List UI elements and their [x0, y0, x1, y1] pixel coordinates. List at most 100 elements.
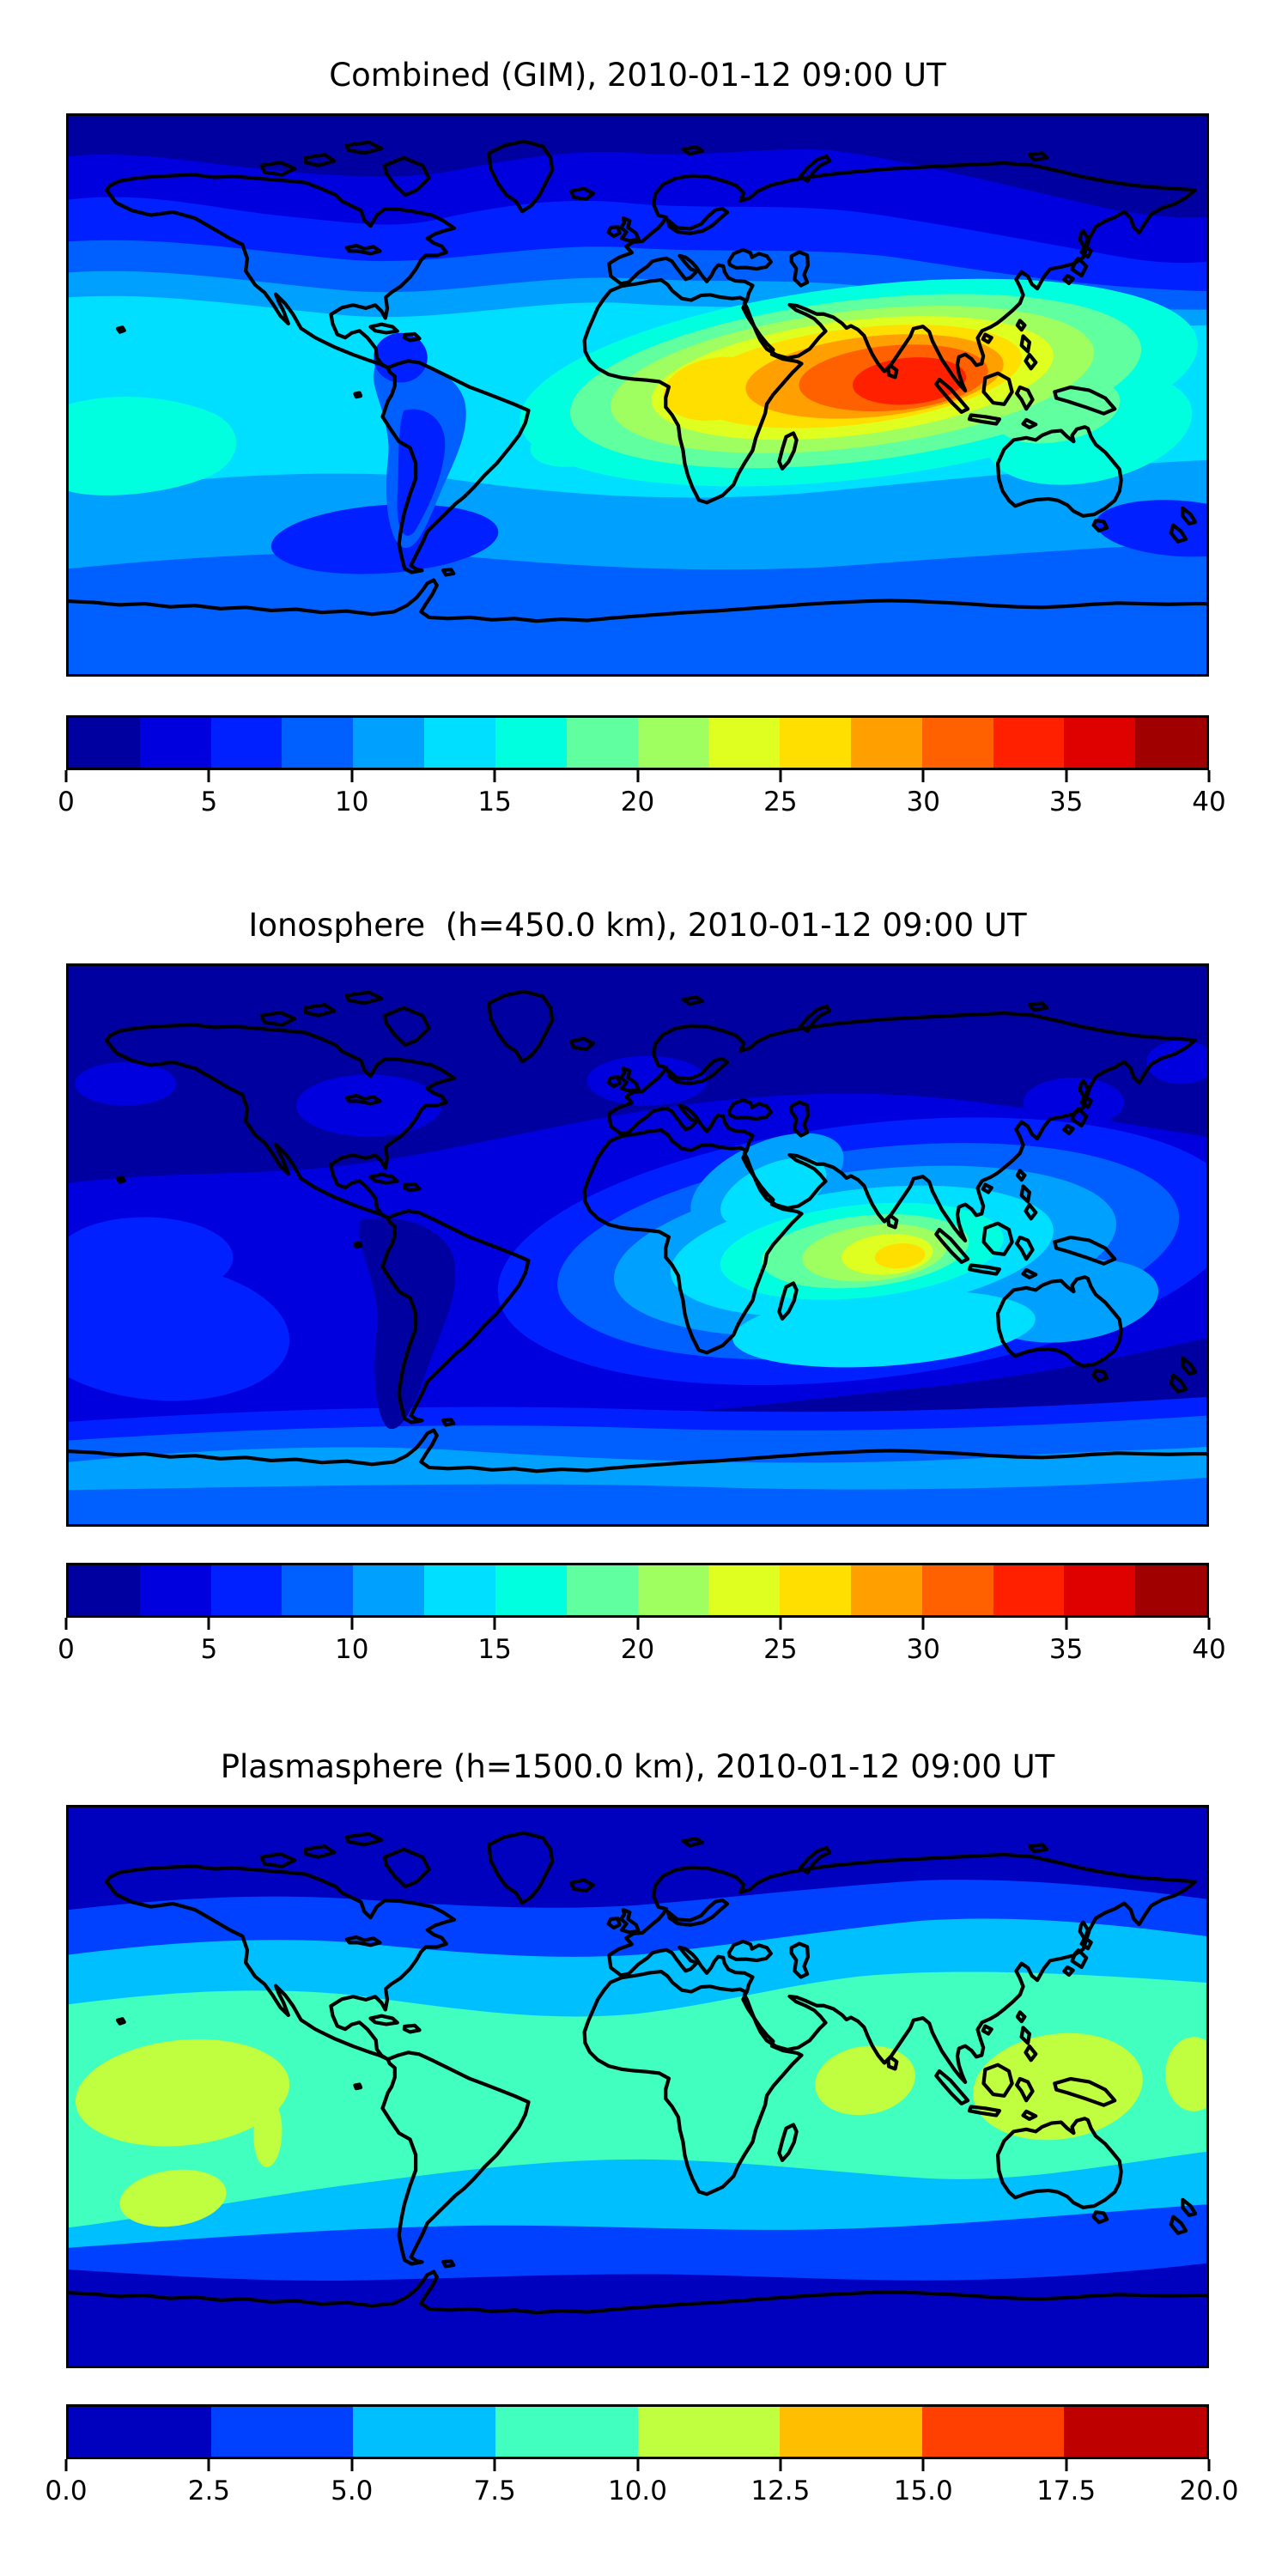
colorbar-tick-label: 20 [620, 1634, 655, 1665]
contour-field [69, 116, 1206, 674]
colorbar-segment [566, 718, 638, 768]
contour-band [1146, 1040, 1206, 1084]
colorbar-tick [350, 1618, 354, 1630]
colorbar-tick-label: 25 [763, 1634, 798, 1665]
contour-band [720, 1157, 827, 1227]
panel-combined-gim: Combined (GIM), 2010-01-12 09:00 UT [58, 57, 1226, 817]
contour-band [973, 2032, 1143, 2141]
colorbar-tick-label: 5.0 [331, 2476, 374, 2506]
map-combined-gim [66, 113, 1209, 677]
colorbar-segment [850, 1565, 922, 1615]
colorbar-band [66, 1563, 1209, 1618]
colorbar-tick [1207, 2459, 1211, 2471]
contour-band [397, 409, 446, 536]
colorbar-tick [636, 2459, 639, 2471]
map-svg [69, 966, 1206, 1524]
colorbar-tick-label: 15.0 [893, 2476, 953, 2506]
map-plasmasphere [66, 1805, 1209, 2368]
colorbar-combined: 0 5 10 15 20 25 30 35 40 [58, 715, 1226, 821]
colorbar-segment [495, 2407, 638, 2457]
colorbar-tick-label: 5 [200, 787, 218, 817]
colorbar-segment [353, 2407, 495, 2457]
colorbar-ticks [64, 770, 1211, 783]
colorbar-tick-label: 35 [1048, 787, 1084, 817]
colorbar-tick [1065, 770, 1068, 782]
colorbar-tick-label: 0 [58, 787, 75, 817]
colorbar-segment [921, 718, 993, 768]
colorbar-tick-label: 2.5 [187, 2476, 231, 2506]
colorbar-band [66, 2404, 1209, 2459]
contour-band [270, 504, 499, 574]
colorbar-segment [69, 718, 140, 768]
colorbar-tick-label: 35 [1048, 1634, 1084, 1665]
contour-band [69, 1217, 234, 1298]
colorbar-labels: 0.0 2.5 5.0 7.5 10.0 12.5 15.0 17.5 20.0 [45, 2476, 1238, 2510]
contour-band [874, 1243, 926, 1269]
colorbar-segment [69, 1565, 140, 1615]
colorbar-tick [636, 770, 639, 782]
colorbar-segment [1064, 1565, 1136, 1615]
contour-band [69, 1262, 290, 1401]
colorbar-tick [1065, 1618, 1068, 1630]
colorbar-tick [493, 1618, 496, 1630]
colorbar-tick [1207, 770, 1211, 782]
colorbar-tick-label: 0.0 [45, 2476, 88, 2506]
colorbar-segment [637, 2407, 781, 2457]
colorbar-ticks [64, 1618, 1211, 1631]
contour-band [75, 1061, 177, 1106]
colorbar-segment [210, 718, 283, 768]
colorbar-segment [139, 1565, 211, 1615]
panel-plasmasphere: Plasmasphere (h=1500.0 km), 2010-01-12 0… [45, 1748, 1238, 2506]
colorbar-tick-label: 15 [477, 1634, 512, 1665]
colorbar-plasmasphere: 0.0 2.5 5.0 7.5 10.0 12.5 15.0 17.5 20.0 [45, 2404, 1239, 2510]
map-ionosphere [66, 963, 1209, 1527]
colorbar-tick [207, 770, 210, 782]
colorbar-segment [282, 718, 354, 768]
contour-band [732, 1290, 1036, 1368]
colorbar-tick-label: 40 [1192, 1634, 1226, 1665]
contour-band [69, 542, 1206, 674]
contour-band [69, 1446, 1206, 1491]
contour-band [1165, 2037, 1206, 2111]
colorbar-tick [207, 1618, 210, 1630]
colorbar-tick [1207, 1618, 1211, 1630]
colorbar-tick [493, 2459, 496, 2471]
colorbar-segment [850, 718, 922, 768]
colorbar-segment [282, 1565, 354, 1615]
colorbar-tick-label: 40 [1192, 787, 1226, 817]
contour-band [69, 397, 237, 495]
colorbar-tick-label: 10 [335, 1634, 369, 1665]
panel-title: Ionosphere (h=450.0 km), 2010-01-12 09:0… [248, 907, 1027, 944]
colorbar-tick-label: 15 [477, 787, 512, 817]
map-svg [69, 116, 1206, 674]
contour-field [69, 1807, 1206, 2366]
colorbar-tick [921, 2459, 925, 2471]
colorbar-labels: 0 5 10 15 20 25 30 35 40 [58, 787, 1226, 821]
colorbar-tick [779, 2459, 782, 2471]
colorbar-segment [780, 2407, 922, 2457]
colorbar-segment [210, 1565, 283, 1615]
colorbar-tick [64, 2459, 68, 2471]
colorbar-segment [353, 718, 425, 768]
contour-band [296, 1074, 442, 1137]
colorbar-tick [493, 770, 496, 782]
colorbar-segment [780, 1565, 851, 1615]
colorbar-tick-label: 0 [58, 1634, 75, 1665]
colorbar-tick [779, 770, 782, 782]
colorbar-segment [1064, 718, 1136, 768]
colorbar-segment [495, 718, 567, 768]
panel-ionosphere: Ionosphere (h=450.0 km), 2010-01-12 09:0… [58, 907, 1226, 1665]
colorbar-segment [424, 1565, 495, 1615]
colorbar-tick-label: 7.5 [473, 2476, 516, 2506]
colorbar-tick-label: 30 [906, 787, 940, 817]
contour-field [69, 966, 1206, 1524]
colorbar-band [66, 715, 1209, 770]
colorbar-tick [350, 770, 354, 782]
colorbar-labels: 0 5 10 15 20 25 30 35 40 [58, 1634, 1226, 1668]
colorbar-tick [921, 770, 925, 782]
contour-band [586, 1055, 708, 1106]
panel-title: Combined (GIM), 2010-01-12 09:00 UT [329, 57, 946, 94]
colorbar-tick [636, 1618, 639, 1630]
colorbar-segment [780, 718, 851, 768]
colorbar-segment [993, 718, 1065, 768]
